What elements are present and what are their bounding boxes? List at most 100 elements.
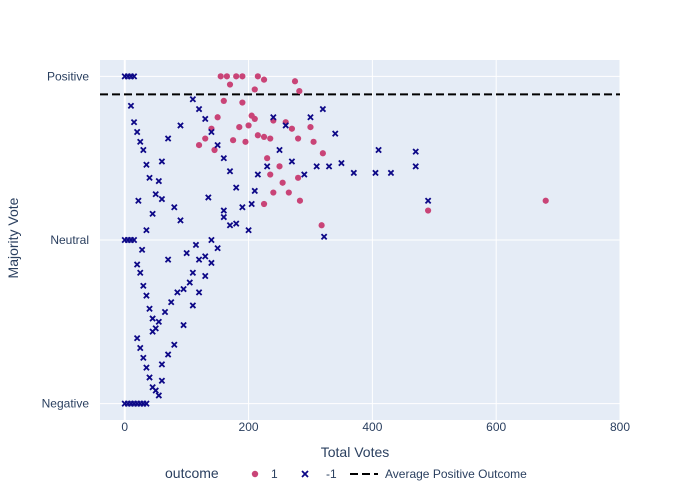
point-positive-40	[202, 135, 209, 142]
point-negative-101	[202, 115, 209, 123]
point-negative-81	[140, 354, 147, 362]
point-negative-26	[338, 159, 345, 167]
point-negative-79	[133, 334, 141, 342]
point-negative-108	[149, 210, 156, 218]
point-negative-17	[307, 114, 314, 121]
point-negative-85	[152, 387, 159, 394]
point-negative-74	[140, 282, 147, 290]
point-positive-26	[267, 171, 274, 178]
point-positive-7	[296, 87, 303, 95]
point-negative-63	[158, 195, 166, 203]
legend-marker-positive	[251, 470, 259, 478]
point-negative-89	[164, 351, 172, 358]
point-negative-66	[143, 161, 150, 168]
legend: outcome 1 -1 Average Positive Outcome	[165, 465, 527, 481]
x-tick-label-1: 200	[239, 420, 259, 434]
point-negative-106	[158, 158, 166, 165]
point-negative-67	[140, 146, 147, 154]
point-negative-64	[152, 190, 159, 198]
legend-title: outcome	[165, 465, 219, 481]
point-negative-21	[412, 163, 419, 170]
point-positive-21	[294, 135, 302, 142]
point-positive-38	[211, 146, 218, 154]
grid-layer	[100, 60, 621, 420]
point-positive-18	[260, 133, 268, 141]
point-negative-46	[202, 253, 209, 260]
point-positive-34	[296, 197, 304, 204]
point-negative-3	[130, 73, 138, 80]
point-negative-52	[167, 298, 175, 306]
point-positive-42	[251, 86, 258, 93]
point-negative-68	[137, 138, 144, 146]
point-negative-60	[177, 217, 184, 224]
point-negative-32	[282, 122, 289, 129]
point-negative-87	[158, 377, 166, 384]
point-negative-36	[254, 171, 262, 178]
point-positive-29	[310, 138, 317, 145]
y-tick-label-2: Negative	[42, 397, 90, 411]
point-negative-71	[127, 102, 135, 110]
point-positive-43	[214, 114, 221, 121]
point-negative-42	[226, 222, 234, 229]
x-axis-title: Total Votes	[321, 444, 390, 460]
point-positive-27	[279, 179, 286, 186]
point-negative-45	[208, 236, 215, 244]
point-negative-44	[214, 244, 221, 252]
point-negative-37	[251, 187, 258, 195]
point-negative-54	[155, 318, 163, 326]
point-negative-28	[320, 233, 328, 240]
point-negative-110	[138, 246, 146, 254]
point-positive-2	[233, 73, 240, 80]
points-layer	[121, 73, 549, 407]
point-negative-50	[180, 285, 187, 293]
point-negative-97	[226, 168, 234, 175]
point-negative-62	[164, 256, 172, 263]
point-negative-77	[149, 315, 156, 322]
y-tick-label-0: Positive	[47, 69, 89, 83]
point-negative-75	[143, 292, 150, 299]
point-positive-12	[251, 115, 258, 123]
point-negative-92	[189, 302, 197, 309]
point-negative-57	[205, 194, 212, 201]
point-negative-76	[146, 305, 153, 312]
point-positive-33	[285, 189, 292, 196]
point-negative-70	[130, 118, 138, 126]
point-negative-47	[195, 256, 203, 263]
point-positive-0	[217, 73, 224, 80]
point-negative-56	[220, 207, 228, 214]
point-negative-16	[319, 105, 327, 113]
point-positive-5	[260, 76, 268, 83]
point-negative-31	[288, 158, 296, 165]
point-positive-17	[254, 132, 261, 139]
point-negative-58	[192, 241, 200, 249]
point-negative-59	[183, 249, 190, 257]
point-negative-65	[146, 174, 153, 182]
point-negative-104	[177, 122, 184, 129]
point-negative-94	[202, 272, 209, 280]
point-negative-53	[161, 308, 169, 316]
point-negative-38	[248, 200, 255, 208]
point-negative-61	[171, 204, 178, 211]
point-negative-95	[208, 259, 215, 267]
point-positive-1	[223, 73, 231, 80]
point-negative-19	[375, 146, 382, 154]
point-negative-51	[174, 289, 181, 296]
point-negative-88	[158, 361, 166, 368]
point-negative-30	[301, 171, 308, 178]
point-positive-36	[424, 207, 432, 214]
point-negative-73	[137, 269, 144, 276]
point-positive-6	[291, 78, 299, 85]
point-negative-35	[263, 163, 271, 170]
point-negative-96	[232, 184, 240, 191]
x-tick-label-4: 800	[610, 420, 630, 434]
point-negative-103	[189, 96, 197, 103]
point-negative-29	[313, 163, 320, 170]
point-negative-107	[155, 177, 163, 185]
x-ticks-layer: 0 200 400 600 800	[121, 420, 630, 434]
point-positive-30	[319, 150, 326, 157]
point-negative-41	[232, 220, 240, 227]
point-negative-20	[372, 169, 379, 177]
point-positive-3	[239, 73, 246, 80]
point-negative-72	[133, 261, 141, 268]
